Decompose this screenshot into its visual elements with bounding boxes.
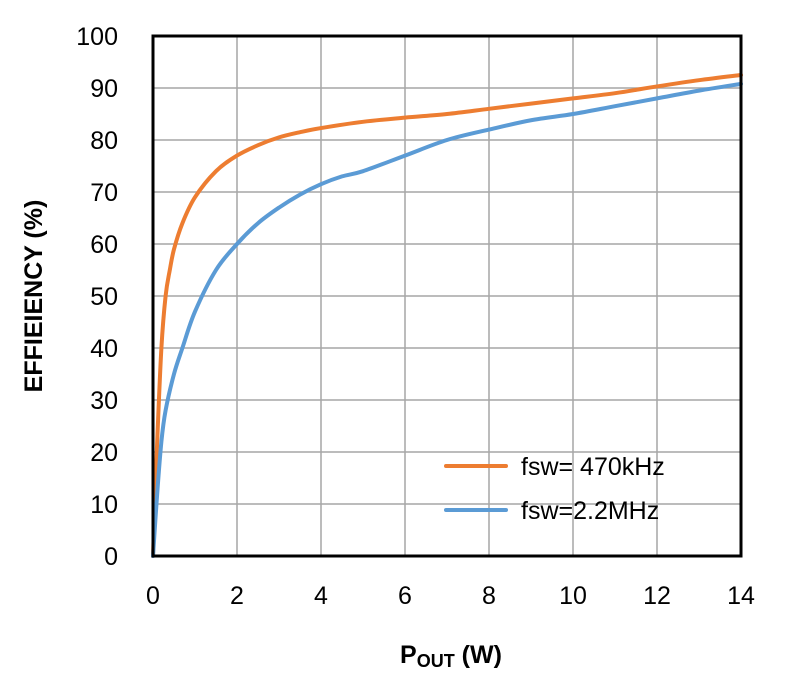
y-tick-label-30: 30 [90, 387, 118, 415]
x-tick-label-12: 12 [643, 582, 671, 610]
y-tick-label-10: 10 [90, 491, 118, 519]
y-tick-label-100: 100 [76, 23, 118, 51]
legend: fsw= 470kHz fsw=2.2MHz [444, 453, 665, 525]
y-tick-label-0: 0 [104, 543, 118, 571]
y-tick-label-40: 40 [90, 335, 118, 363]
y-tick-label-20: 20 [90, 439, 118, 467]
series-layer [151, 73, 743, 558]
x-axis-title-main: P [400, 641, 417, 669]
legend-label-470khz: fsw= 470kHz [521, 453, 665, 481]
x-tick-label-2: 2 [230, 582, 244, 610]
x-axis-title: POUT (W) [400, 641, 502, 671]
y-tick-label-70: 70 [90, 179, 118, 207]
x-axis-title-subscript: OUT [417, 651, 455, 671]
series-line-0 [151, 73, 743, 558]
x-tick-label-0: 0 [146, 582, 160, 610]
y-tick-label-60: 60 [90, 231, 118, 259]
y-axis-title: EFFIEIENCY (%) [20, 200, 48, 393]
x-axis-title-unit: (W) [455, 641, 502, 669]
x-tick-label-8: 8 [482, 582, 496, 610]
x-tick-label-6: 6 [398, 582, 412, 610]
tick-labels: 0 2 4 6 8 10 12 14 0 10 20 30 40 50 60 70 80 90 100 [76, 23, 755, 610]
x-tick-label-4: 4 [314, 582, 328, 610]
y-tick-label-80: 80 [90, 127, 118, 155]
plot-frame [151, 34, 743, 558]
legend-label-2-2mhz: fsw=2.2MHz [521, 497, 659, 525]
x-tick-label-14: 14 [727, 582, 755, 610]
y-tick-label-50: 50 [90, 283, 118, 311]
x-tick-label-10: 10 [559, 582, 587, 610]
series-line-1 [151, 81, 743, 558]
y-tick-label-90: 90 [90, 75, 118, 103]
